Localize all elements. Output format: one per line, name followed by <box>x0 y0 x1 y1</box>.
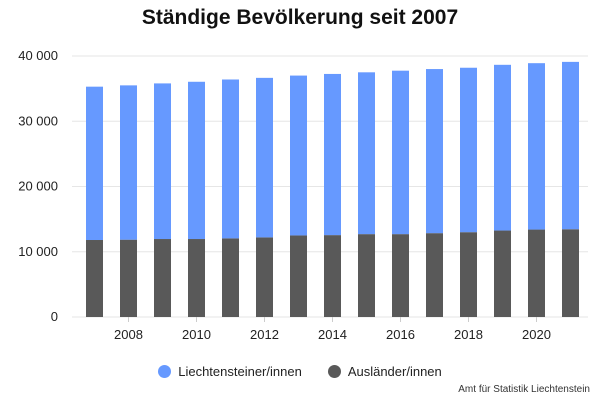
bar-auslaender[interactable] <box>120 239 137 317</box>
bar-auslaender[interactable] <box>528 229 545 317</box>
bar-liechtensteiner[interactable] <box>120 85 137 240</box>
x-tick-label: 2010 <box>182 327 211 342</box>
bar-auslaender[interactable] <box>324 235 341 317</box>
bar-liechtensteiner[interactable] <box>290 75 307 236</box>
bar-liechtensteiner[interactable] <box>426 69 443 234</box>
legend-item-liechtensteiner[interactable]: Liechtensteiner/innen <box>158 364 302 379</box>
y-tick-label: 0 <box>51 309 58 324</box>
bar-liechtensteiner[interactable] <box>460 67 477 233</box>
x-tick-label: 2014 <box>318 327 347 342</box>
bar-auslaender[interactable] <box>562 229 579 317</box>
bar-auslaender[interactable] <box>86 240 103 317</box>
y-tick-label: 30 000 <box>18 113 58 128</box>
bar-auslaender[interactable] <box>290 235 307 317</box>
legend: Liechtensteiner/innen Ausländer/innen <box>0 364 600 379</box>
bar-auslaender[interactable] <box>426 233 443 317</box>
bar-liechtensteiner[interactable] <box>494 64 511 231</box>
legend-label-auslaender: Ausländer/innen <box>347 364 442 379</box>
bar-liechtensteiner[interactable] <box>222 79 239 239</box>
bar-auslaender[interactable] <box>222 238 239 317</box>
source-credit: Amt für Statistik Liechtenstein <box>458 384 590 395</box>
x-tick-label: 2018 <box>454 327 483 342</box>
y-tick-label: 10 000 <box>18 244 58 259</box>
bar-liechtensteiner[interactable] <box>392 70 409 235</box>
x-tick-label: 2020 <box>522 327 551 342</box>
bar-liechtensteiner[interactable] <box>528 63 545 230</box>
legend-swatch-auslaender <box>327 365 341 378</box>
x-tick-label: 2012 <box>250 327 279 342</box>
bar-auslaender[interactable] <box>154 239 171 317</box>
bar-auslaender[interactable] <box>392 234 409 317</box>
bar-liechtensteiner[interactable] <box>154 83 171 240</box>
bar-liechtensteiner[interactable] <box>562 61 579 230</box>
bar-auslaender[interactable] <box>358 234 375 317</box>
y-tick-label: 40 000 <box>18 48 58 63</box>
bar-liechtensteiner[interactable] <box>86 86 103 241</box>
legend-label-liechtensteiner: Liechtensteiner/innen <box>178 364 302 379</box>
bar-auslaender[interactable] <box>494 230 511 317</box>
bar-liechtensteiner[interactable] <box>188 81 205 240</box>
x-tick-label: 2008 <box>114 327 143 342</box>
bar-liechtensteiner[interactable] <box>256 77 273 238</box>
y-tick-label: 20 000 <box>18 179 58 194</box>
bar-liechtensteiner[interactable] <box>358 72 375 235</box>
bar-auslaender[interactable] <box>256 237 273 317</box>
bar-auslaender[interactable] <box>460 232 477 317</box>
bar-auslaender[interactable] <box>188 239 205 317</box>
legend-swatch-liechtensteiner <box>158 365 172 378</box>
x-tick-label: 2016 <box>386 327 415 342</box>
bar-liechtensteiner[interactable] <box>324 73 341 236</box>
legend-item-auslaender[interactable]: Ausländer/innen <box>327 364 442 379</box>
chart-title: Ständige Bevölkerung seit 2007 <box>141 6 459 29</box>
